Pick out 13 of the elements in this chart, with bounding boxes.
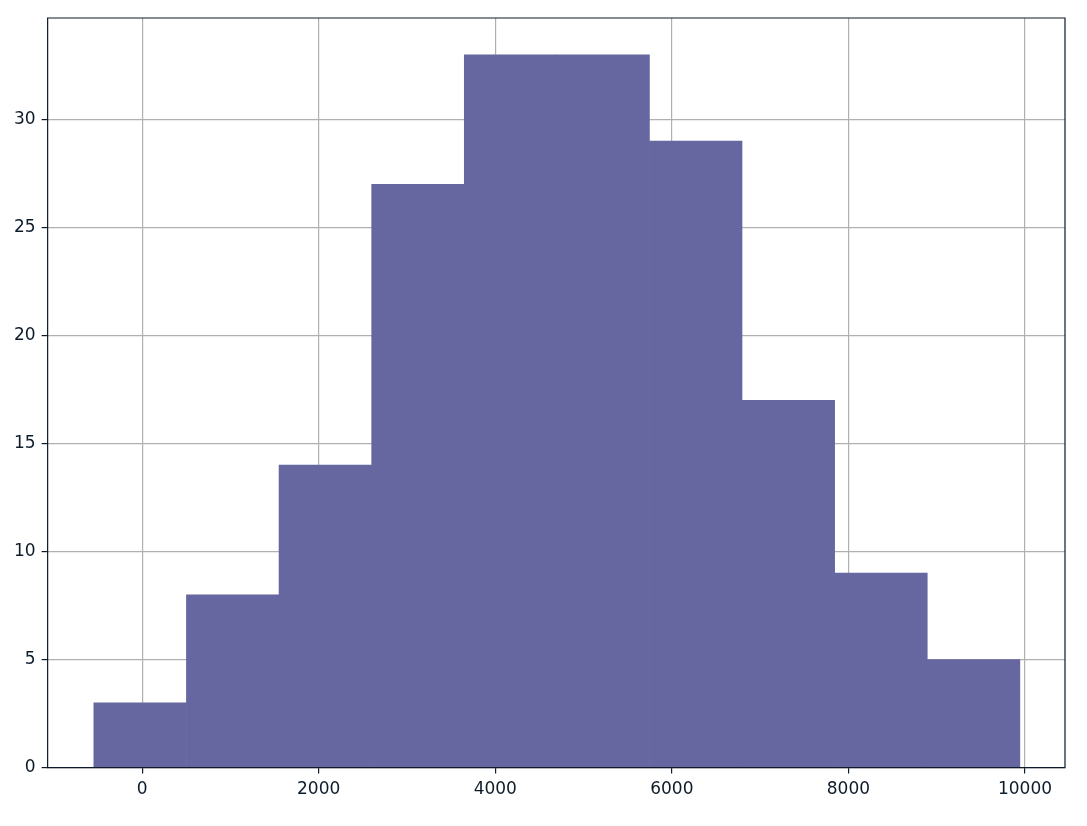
x-tick-label: 0	[136, 778, 148, 799]
y-tick-label: 25	[13, 215, 36, 236]
y-tick-label: 15	[13, 431, 36, 452]
y-tick-label: 20	[13, 323, 36, 344]
x-tick-label: 6000	[650, 778, 694, 799]
x-tick-label: 10000	[997, 778, 1053, 799]
x-tick-label: 4000	[473, 778, 517, 799]
y-tick-label: 5	[24, 648, 36, 669]
y-tick-label: 30	[13, 107, 36, 128]
y-tick-label: 0	[24, 756, 36, 777]
x-tick-label: 2000	[297, 778, 341, 799]
y-tick-label: 10	[13, 540, 36, 560]
x-tick-label: 8000	[826, 778, 871, 799]
